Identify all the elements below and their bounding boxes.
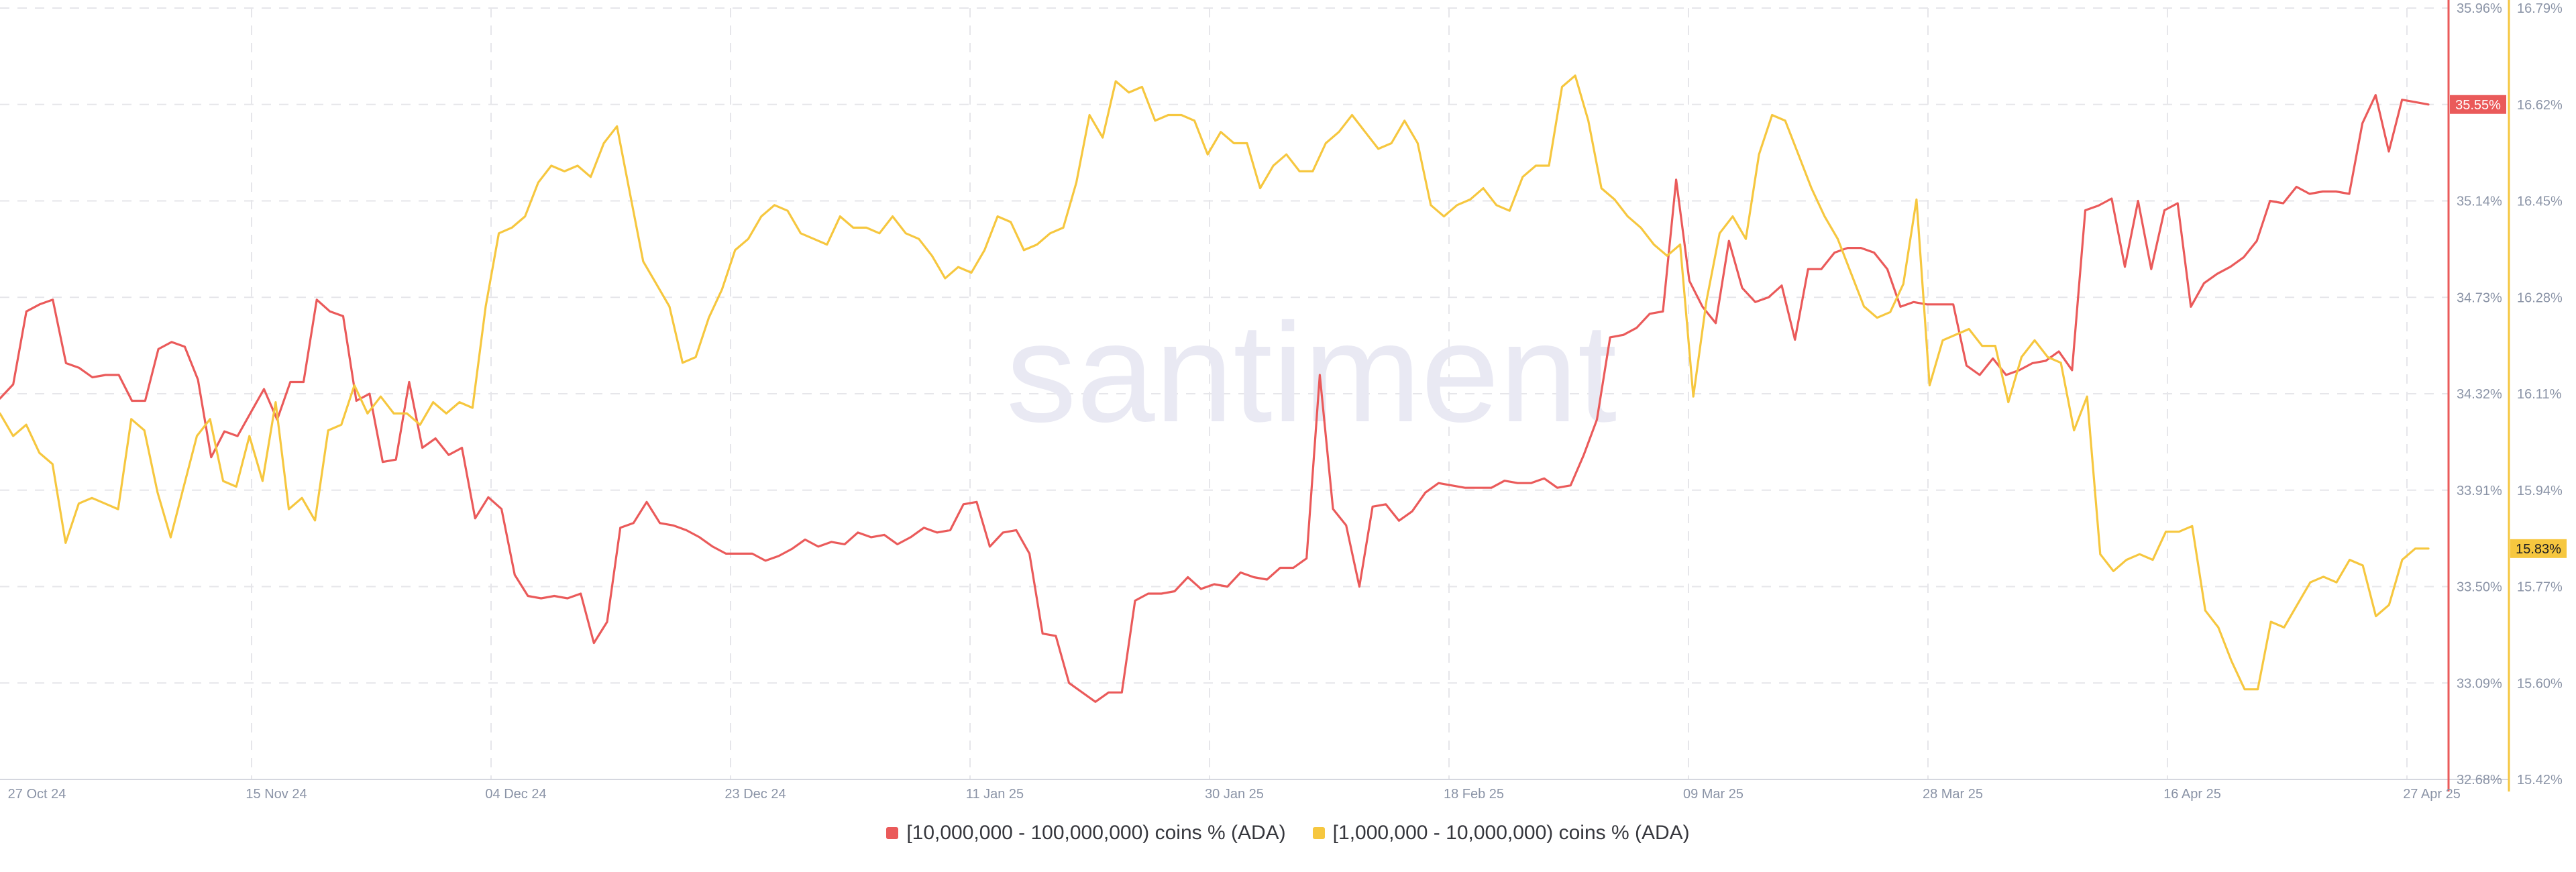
- y-right-tick-label: 15.77%: [2517, 580, 2563, 595]
- y-right-tick-label: 16.79%: [2517, 1, 2563, 16]
- legend-label-red: [10,000,000 - 100,000,000) coins % (ADA): [906, 822, 1286, 844]
- y-right-tick-label: 15.60%: [2517, 676, 2563, 691]
- x-axis-ticks: 27 Oct 24 15 Nov 24 04 Dec 24 23 Dec 24 11 J…: [8, 787, 2461, 802]
- y-left-tick-label: 35.96%: [2457, 1, 2502, 16]
- y-right-tick-label: 16.28%: [2517, 290, 2563, 305]
- legend-swatch-yellow: [1312, 827, 1325, 839]
- y-right-axis-ticks: 16.79% 16.62% 16.45% 16.28% 16.11% 15.94% 15.7…: [2517, 1, 2563, 787]
- series-layer: [0, 74, 2430, 703]
- x-tick-label: 30 Jan 25: [1205, 787, 1264, 802]
- badge-red-bg: [2450, 95, 2506, 114]
- line-chart: santiment 27 Oct 24 15 Nov 24 04 Dec 24 23 …: [0, 0, 2567, 802]
- y-right-tick-label: 15.42%: [2517, 773, 2563, 787]
- axes: [0, 0, 2510, 792]
- legend-swatch-red: [886, 827, 899, 839]
- badge-yellow-value: 15.83%: [2516, 542, 2561, 557]
- x-tick-label: 16 Apr 25: [2163, 787, 2221, 802]
- legend-item-red[interactable]: [10,000,000 - 100,000,000) coins % (ADA): [886, 822, 1286, 844]
- legend-item-yellow[interactable]: [1,000,000 - 10,000,000) coins % (ADA): [1312, 822, 1690, 844]
- x-tick-label: 11 Jan 25: [966, 787, 1024, 802]
- y-right-tick-label: 16.11%: [2517, 387, 2562, 402]
- y-left-tick-label: 34.73%: [2457, 290, 2502, 305]
- y-left-tick-label: 33.09%: [2457, 676, 2502, 691]
- watermark: santiment: [1006, 294, 1617, 451]
- y-left-tick-label: 33.91%: [2457, 484, 2502, 498]
- y-left-tick-label: 35.14%: [2457, 195, 2502, 209]
- x-tick-label: 15 Nov 24: [246, 787, 307, 802]
- series-line-yellow[interactable]: [0, 74, 2430, 691]
- y-left-tick-label: 32.68%: [2457, 773, 2502, 787]
- y-left-tick-label: 33.50%: [2457, 580, 2502, 595]
- x-tick-label: 27 Oct 24: [8, 787, 66, 802]
- x-tick-label: 18 Feb 25: [1444, 787, 1504, 802]
- y-right-tick-label: 15.94%: [2517, 484, 2563, 498]
- value-badges: 35.55% 15.83%: [2450, 95, 2567, 558]
- x-tick-label: 28 Mar 25: [1923, 787, 1983, 802]
- legend-label-yellow: [1,000,000 - 10,000,000) coins % (ADA): [1332, 822, 1690, 844]
- series-line-red[interactable]: [0, 94, 2430, 703]
- badge-yellow-bg: [2510, 539, 2567, 558]
- x-tick-label: 09 Mar 25: [1683, 787, 1743, 802]
- y-left-axis-ticks: 35.96% 35.55% 35.14% 34.73% 34.32% 33.91% 33.5…: [2457, 1, 2502, 787]
- badge-red-value: 35.55%: [2455, 98, 2501, 113]
- x-tick-label: 04 Dec 24: [485, 787, 546, 802]
- y-right-tick-label: 16.62%: [2517, 98, 2563, 113]
- legend: [10,000,000 - 100,000,000) coins % (ADA)…: [0, 822, 2576, 844]
- x-tick-label: 27 Apr 25: [2403, 787, 2461, 802]
- y-left-tick-label: 34.32%: [2457, 387, 2502, 402]
- x-tick-label: 23 Dec 24: [724, 787, 786, 802]
- y-right-tick-label: 16.45%: [2517, 195, 2563, 209]
